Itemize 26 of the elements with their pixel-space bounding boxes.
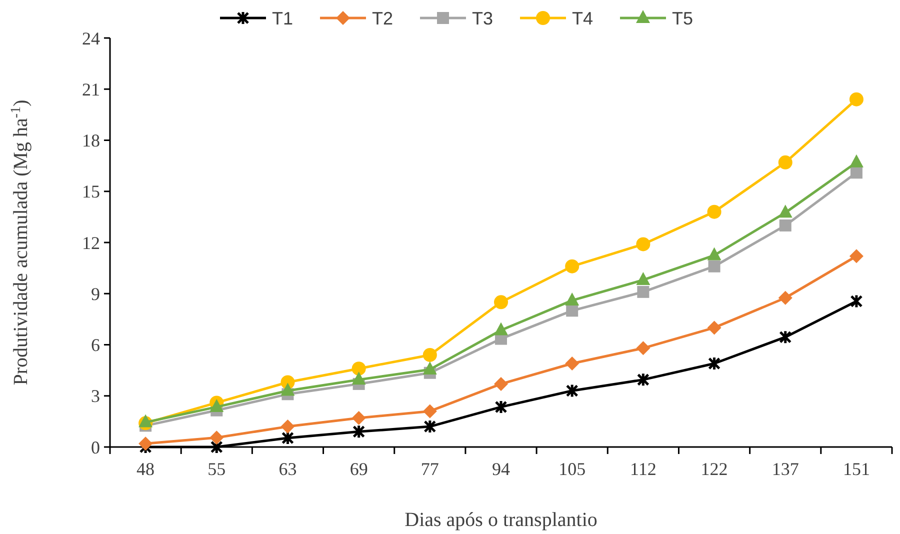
- x-tick-label: 112: [630, 459, 656, 479]
- x-tick-label: 48: [136, 459, 155, 479]
- x-tick-label: 94: [492, 459, 510, 479]
- y-tick-label: 24: [82, 28, 100, 48]
- x-tick-label: 55: [208, 459, 226, 479]
- x-tick-label: 122: [700, 459, 728, 479]
- x-tick-label: 137: [772, 459, 799, 479]
- legend-label: T5: [672, 8, 694, 28]
- legend-label: T3: [472, 8, 494, 28]
- x-tick-label: 63: [278, 459, 297, 479]
- y-tick-label: 21: [82, 79, 100, 100]
- y-tick-label: 15: [82, 182, 100, 202]
- y-tick-label: 12: [82, 232, 100, 253]
- y-tick-label: 9: [91, 284, 100, 304]
- y-tick-label: 3: [91, 386, 100, 406]
- y-tick-label: 0: [91, 437, 100, 458]
- legend-label: T2: [372, 8, 394, 28]
- x-tick-label: 105: [558, 459, 586, 479]
- legend-label: T4: [572, 8, 594, 28]
- legend-label: T1: [272, 8, 294, 28]
- x-tick-label: 69: [350, 459, 368, 479]
- y-tick-label: 18: [82, 130, 100, 151]
- x-tick-label: 77: [420, 459, 439, 479]
- x-tick-label: 151: [842, 459, 870, 479]
- y-tick-label: 6: [91, 335, 100, 356]
- x-axis-title: Dias após o transplantio: [404, 509, 598, 531]
